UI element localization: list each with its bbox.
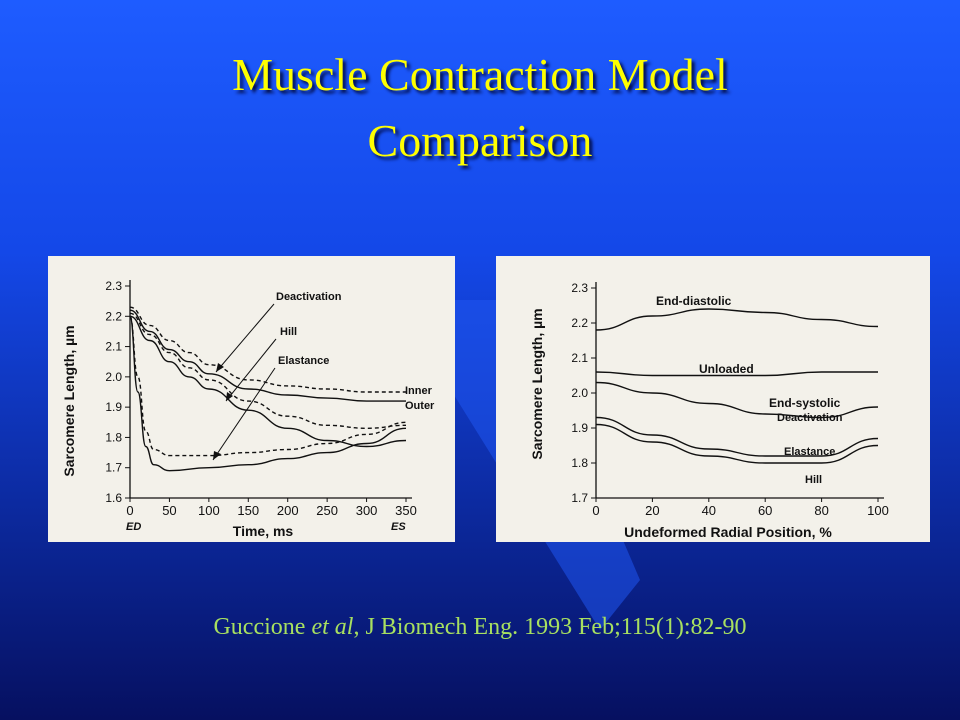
chart-radial-panel: Sarcomere Length, µm Undeformed Radial P… (496, 256, 930, 542)
x-tick-label: 0 (592, 503, 599, 518)
label-deactivation: Deactivation (276, 291, 342, 303)
pointer-elastance (212, 367, 276, 461)
series-line-deactivation-solid (129, 315, 407, 448)
label-unloaded: Unloaded (699, 362, 754, 376)
citation: Guccione et al, J Biomech Eng. 1993 Feb;… (0, 614, 960, 641)
x-axis-label: Time, ms (233, 523, 294, 539)
x-tick-label: 350 (395, 503, 417, 518)
series-line-deactivation (595, 381, 879, 419)
y-tick-label: 2.0 (105, 370, 122, 384)
y-tick-label: 1.6 (105, 491, 122, 505)
y-tick-label: 1.7 (571, 491, 588, 505)
x-tick-label: 60 (758, 503, 772, 518)
y-axis-label: Sarcomere Length, µm (61, 325, 77, 476)
label-elastance: Elastance (784, 446, 835, 458)
x-tick-label: 0 (126, 503, 133, 518)
pointer-deactivation (215, 303, 275, 373)
y-tick-label: 1.9 (571, 421, 588, 435)
series-line-hill-solid (129, 309, 406, 402)
y-tick-label: 2.3 (105, 279, 122, 293)
label-hill: Hill (280, 326, 297, 338)
chart-time-panel: Sarcomere Length, µm Time, ms ED ES Deac… (48, 256, 455, 542)
x-tick-label: 40 (702, 503, 716, 518)
y-tick-label: 2.3 (571, 281, 588, 295)
x-annotation-es: ES (391, 521, 406, 533)
slide-title-line2: Comparison (367, 115, 593, 166)
citation-etal: et al (311, 614, 354, 640)
x-tick-label: 80 (814, 503, 828, 518)
series-line-elastance-dashed (129, 315, 407, 457)
y-axis-label: Sarcomere Length, µm (529, 308, 545, 459)
series-line-elastance-solid (129, 315, 407, 472)
pointer-hill (225, 338, 277, 402)
label-elastance: Elastance (278, 355, 329, 367)
x-tick-label: 100 (198, 503, 220, 518)
y-tick-label: 1.8 (571, 456, 588, 470)
label-inner: Inner (405, 385, 433, 397)
label-outer: Outer (405, 400, 435, 412)
x-tick-label: 200 (277, 503, 299, 518)
series-line-hill (595, 423, 879, 464)
x-tick-label: 100 (867, 503, 889, 518)
series-line-end-diastolic (595, 308, 879, 331)
y-tick-label: 2.1 (105, 340, 122, 354)
x-tick-label: 250 (316, 503, 338, 518)
citation-author: Guccione (213, 614, 312, 640)
x-axis-label: Undeformed Radial Position, % (624, 524, 832, 540)
y-tick-label: 2.1 (571, 351, 588, 365)
x-tick-label: 150 (237, 503, 259, 518)
label-end-diastolic: End-diastolic (656, 294, 732, 308)
x-annotation-ed: ED (126, 521, 141, 533)
y-tick-label: 1.9 (105, 400, 122, 414)
x-tick-label: 300 (356, 503, 378, 518)
y-tick-label: 2.0 (571, 386, 588, 400)
y-tick-label: 2.2 (571, 316, 588, 330)
series-line-deactivation-dashed (129, 312, 407, 430)
x-tick-label: 20 (645, 503, 659, 518)
arrowhead-elastance (213, 451, 221, 460)
series-line-elastance (595, 416, 879, 457)
label-deactivation: Deactivation (777, 412, 843, 424)
series-line-unloaded (595, 371, 878, 377)
y-tick-label: 2.2 (105, 309, 122, 323)
slide-title-line1: Muscle Contraction Model (232, 49, 728, 100)
label-end-systolic: End-systolic (769, 396, 841, 410)
y-tick-label: 1.7 (105, 461, 122, 475)
chart-radial-svg: Sarcomere Length, µm Undeformed Radial P… (529, 281, 889, 540)
y-tick-label: 1.8 (105, 430, 122, 444)
label-hill: Hill (805, 474, 822, 486)
chart-time-svg: Sarcomere Length, µm Time, ms ED ES Deac… (61, 279, 435, 539)
citation-rest: , J Biomech Eng. 1993 Feb;115(1):82-90 (353, 614, 747, 640)
x-tick-label: 50 (162, 503, 176, 518)
